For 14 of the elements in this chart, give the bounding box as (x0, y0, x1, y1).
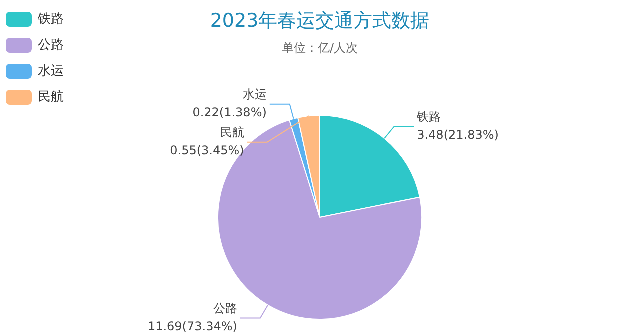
slice-label: 铁路 (416, 110, 442, 124)
legend-label: 公路 (38, 37, 64, 54)
slice-label: 水运 (242, 88, 267, 102)
slice-label: 公路 (213, 301, 238, 316)
data-label: 0.55(3.45%) (170, 144, 244, 158)
slice-label: 民航 (220, 126, 244, 140)
data-label: 0.22(1.38%) (192, 106, 267, 120)
text: 单位：亿/人次 (282, 41, 358, 55)
data-label: 3.48(21.83%) (417, 128, 499, 142)
data-label: 11.69(73.34%) (148, 319, 238, 334)
chart-title: 2023年春运交通方式数据 (210, 10, 430, 32)
legend-label: 民航 (38, 89, 64, 106)
legend-label: 铁路 (38, 11, 64, 28)
legend-label: 水运 (38, 63, 64, 80)
